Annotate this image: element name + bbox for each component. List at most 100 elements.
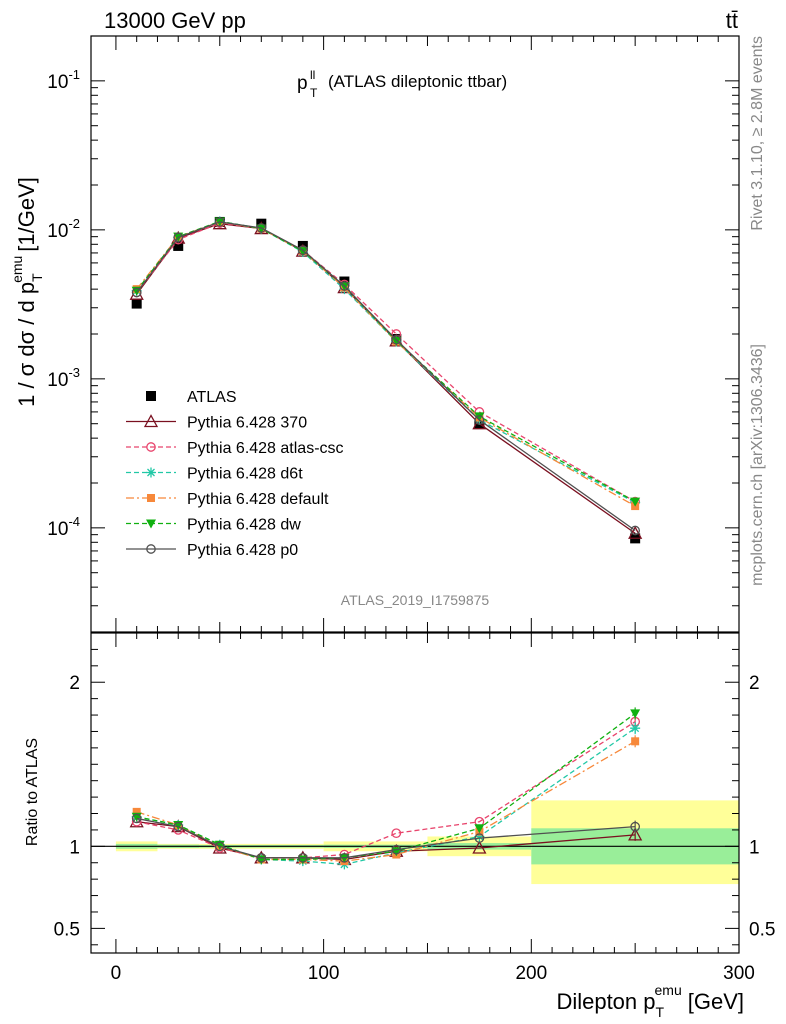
- data-point: [391, 336, 402, 346]
- ratio-point: [472, 840, 487, 854]
- ratio-point: [132, 807, 141, 816]
- legend-marker: [146, 442, 156, 452]
- ratio-y-tick-label-right: 2: [749, 673, 760, 694]
- legend-entry: ATLAS: [146, 389, 237, 406]
- legend-entry: Pythia 6.428 dw: [126, 517, 301, 534]
- x-label-sup: emu: [655, 982, 682, 998]
- legend-label: ATLAS: [187, 389, 237, 406]
- legend-label: Pythia 6.428 p0: [187, 542, 298, 559]
- main-y-axis-label: 1 / σ dσ / d pTemu [1/GeV]: [9, 177, 45, 407]
- rivet-label: Rivet 3.1.10, ≥ 2.8M events: [749, 36, 766, 231]
- data-point: [391, 334, 402, 345]
- ratio-point: [339, 852, 350, 863]
- data-point: [214, 217, 225, 227]
- legend-label: Pythia 6.428 default: [187, 491, 329, 508]
- ratio-line: [136, 712, 636, 861]
- svg-text:1 / σ dσ / d pTemu[1/GeV]: 1 / σ dσ / d pTemu [1/GeV]: [9, 177, 45, 407]
- legend-label: Pythia 6.428 d6t: [187, 466, 303, 483]
- x-tick-label: 100: [308, 963, 340, 984]
- series-line: [136, 222, 636, 503]
- mcplots-label: mcplots.cern.ch [arXiv:1306.3436]: [749, 344, 766, 586]
- ratio-point: [297, 852, 308, 863]
- ratio-point: [630, 723, 641, 734]
- series-line: [136, 223, 636, 534]
- ratio-panel: 0.5 0.5 1 1 2 2 0 100 200 300 Ratio to ATLAS Dile…: [24, 632, 775, 1020]
- legend-entry: Pythia 6.428 d6t: [126, 466, 303, 483]
- x-label-unit: [GeV]: [688, 989, 744, 1014]
- data-point: [630, 525, 641, 536]
- legend-marker: [143, 414, 159, 428]
- data-point: [630, 497, 641, 507]
- legend-label: Pythia 6.428 dw: [187, 517, 301, 534]
- x-tick-label: 300: [723, 963, 755, 984]
- data-point: [474, 412, 485, 422]
- main-panel: 10-1 10-2 10-3 10-4 p ll T (ATLAS dileptoni…: [9, 35, 740, 633]
- x-tick-label: 0: [111, 963, 122, 984]
- ratio-y-tick-label: 2: [69, 673, 80, 694]
- legend-marker: [146, 519, 156, 529]
- ratio-point: [256, 852, 267, 863]
- y-tick-label: 10-1: [47, 67, 80, 93]
- data-point: [173, 240, 184, 251]
- ratio-point: [474, 833, 485, 843]
- energy-label: 13000 GeV pp: [104, 8, 246, 33]
- ratio-point: [173, 821, 184, 832]
- ratio-point: [391, 828, 402, 839]
- ratio-point: [630, 821, 641, 832]
- ratio-point: [631, 737, 640, 746]
- legend: ATLAS Pythia 6.428 370 Pythia 6.428 atlas-…: [126, 389, 344, 559]
- ratio-point: [131, 813, 142, 824]
- ratio-series-5: [131, 813, 641, 863]
- data-point: [131, 298, 142, 309]
- ratio-point: [214, 841, 225, 852]
- ratio-y-tick-label: 0.5: [54, 919, 80, 940]
- ratio-y-tick-label-right: 1: [749, 837, 760, 858]
- legend-entry: Pythia 6.428 370: [126, 414, 307, 432]
- title-subscript: T: [310, 86, 318, 100]
- ratio-point: [630, 709, 641, 719]
- ratio-y-tick-label-right: 0.5: [749, 919, 775, 940]
- legend-entry: Pythia 6.428 atlas-csc: [126, 440, 344, 457]
- series-line: [136, 221, 636, 532]
- data-point: [297, 245, 308, 256]
- legend-entry: Pythia 6.428 default: [126, 491, 329, 508]
- data-point: [256, 224, 267, 234]
- ratio-point: [628, 827, 643, 841]
- data-point: [131, 287, 142, 298]
- series-line: [136, 220, 636, 503]
- x-label-sub: T: [656, 1004, 665, 1020]
- ratio-point: [391, 844, 402, 855]
- data-point: [256, 223, 267, 233]
- series-5: [131, 217, 641, 507]
- ratio-point: [474, 831, 485, 842]
- legend-marker: [147, 494, 155, 502]
- svg-text:Dilepton pTemu[GeV]: Dilepton pTemu [GeV]: [556, 982, 744, 1020]
- ratio-frame: [90, 632, 740, 954]
- y-tick-label: 10-3: [47, 365, 80, 391]
- x-tick-label: 200: [515, 963, 547, 984]
- legend-entry: Pythia 6.428 p0: [126, 542, 298, 559]
- y-label-unit: [1/GeV]: [14, 177, 39, 252]
- legend-label: Pythia 6.428 atlas-csc: [187, 440, 344, 457]
- data-point: [173, 232, 184, 243]
- y-label-text: 1 / σ dσ / d p: [14, 282, 39, 407]
- ratio-line: [136, 817, 636, 859]
- series-3: [131, 216, 641, 508]
- y-label-sub: T: [29, 273, 45, 282]
- data-point: [339, 281, 350, 291]
- series-6: [131, 217, 641, 536]
- legend-label: Pythia 6.428 370: [187, 415, 307, 432]
- legend-marker: [146, 467, 156, 478]
- ratio-point: [474, 824, 485, 834]
- legend-marker: [146, 391, 156, 401]
- plot-title: p ll T (ATLAS dileptonic ttbar): [297, 68, 507, 100]
- title-main: p: [297, 73, 308, 94]
- analysis-watermark: ATLAS_2019_I1759875: [341, 592, 490, 608]
- title-rest: (ATLAS dileptonic ttbar): [328, 72, 507, 91]
- x-axis-label: Dilepton pTemu [GeV]: [556, 982, 744, 1020]
- title-superscript: ll: [310, 68, 315, 82]
- data-point: [474, 415, 485, 425]
- y-label-sup: emu: [9, 256, 25, 283]
- x-label-text: Dilepton p: [556, 989, 655, 1014]
